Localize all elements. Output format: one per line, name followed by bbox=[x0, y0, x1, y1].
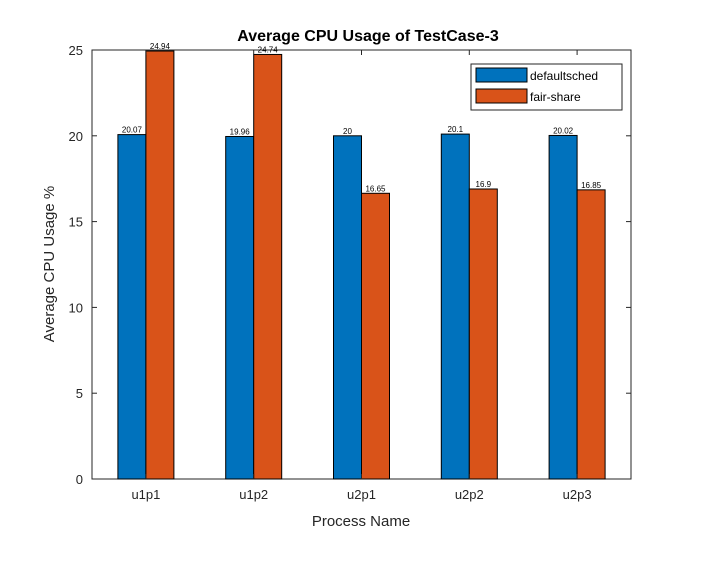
data-label-fair-share-u1p2: 24.74 bbox=[258, 45, 279, 54]
bar-defaultsched-u2p3 bbox=[548, 134, 578, 480]
bar-fair-share-u2p2 bbox=[468, 188, 498, 480]
y-tick-label: 5 bbox=[76, 386, 83, 401]
y-axis-ticks: 0 5 10 15 20 25 bbox=[69, 43, 631, 487]
data-label-fair-share-u2p3: 16.85 bbox=[581, 181, 602, 190]
data-label-defaultsched-u1p2: 19.96 bbox=[230, 127, 251, 136]
data-label-fair-share-u2p2: 16.9 bbox=[476, 180, 492, 189]
data-label-defaultsched-u2p2: 20.1 bbox=[448, 125, 464, 134]
legend: defaultsched fair-share bbox=[470, 63, 623, 111]
data-label-defaultsched-u2p3: 20.02 bbox=[553, 126, 574, 135]
y-tick-label: 25 bbox=[69, 43, 83, 58]
data-label-defaultsched-u2p1: 20 bbox=[343, 127, 352, 136]
x-tick-label-u2p3: u2p3 bbox=[563, 487, 592, 502]
data-labels-layer: 20.07 19.96 20 20.1 20.02 24.94 24.74 16.65 16.9… bbox=[122, 42, 602, 193]
x-tick-label-u2p1: u2p1 bbox=[347, 487, 376, 502]
bars-layer bbox=[117, 50, 606, 480]
y-tick-label: 15 bbox=[69, 215, 83, 230]
bar-defaultsched-u2p2 bbox=[440, 133, 470, 480]
y-tick-label: 20 bbox=[69, 129, 83, 144]
chart-title: Average CPU Usage of TestCase-3 bbox=[237, 28, 499, 45]
legend-swatch-fair-share bbox=[475, 88, 528, 104]
legend-label-fair-share: fair-share bbox=[530, 90, 581, 104]
x-tick-label-u1p1: u1p1 bbox=[131, 487, 160, 502]
bar-fair-share-u2p3 bbox=[576, 189, 606, 480]
x-axis-label: Process Name bbox=[312, 513, 410, 530]
x-axis-ticks: u1p1 u1p2 u2p1 u2p2 u2p3 bbox=[131, 50, 592, 502]
bar-defaultsched-u1p1 bbox=[117, 134, 147, 480]
x-tick-label-u1p2: u1p2 bbox=[239, 487, 268, 502]
bar-defaultsched-u1p2 bbox=[225, 135, 255, 480]
bar-fair-share-u2p1 bbox=[361, 192, 390, 480]
y-tick-label: 10 bbox=[69, 300, 83, 315]
data-label-fair-share-u1p1: 24.94 bbox=[150, 42, 171, 51]
x-tick-label-u2p2: u2p2 bbox=[455, 487, 484, 502]
data-label-fair-share-u2p1: 16.65 bbox=[365, 184, 386, 193]
bar-fair-share-u1p1 bbox=[145, 50, 175, 480]
legend-label-defaultsched: defaultsched bbox=[530, 69, 598, 83]
y-axis-label: Average CPU Usage % bbox=[41, 186, 58, 342]
legend-swatch-defaultsched bbox=[475, 67, 528, 83]
bar-defaultsched-u2p1 bbox=[333, 135, 362, 480]
y-tick-label: 0 bbox=[76, 472, 83, 487]
bar-fair-share-u1p2 bbox=[253, 53, 283, 480]
data-label-defaultsched-u1p1: 20.07 bbox=[122, 126, 143, 135]
